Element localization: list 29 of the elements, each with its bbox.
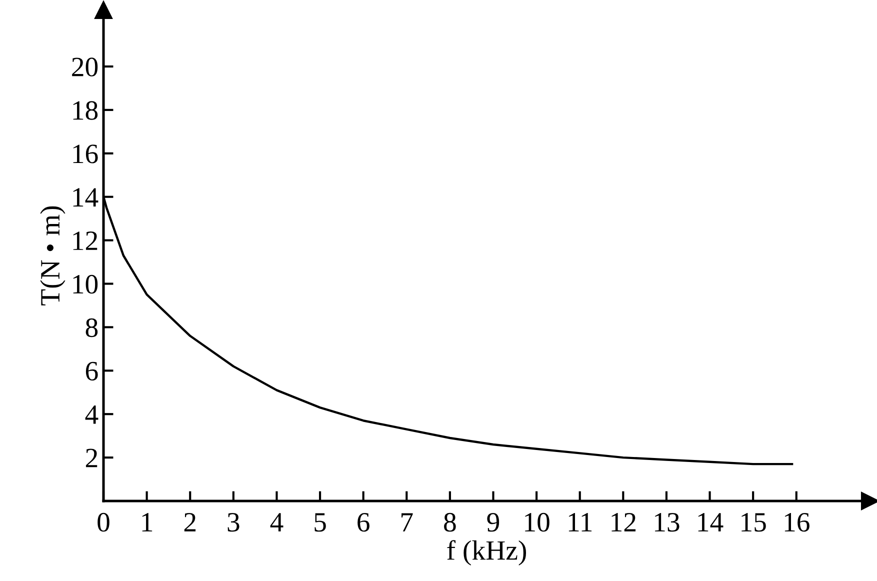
x-tick-label: 12 [612, 512, 636, 532]
x-tick-label: 4 [270, 513, 284, 532]
x-tick-label: 3 [228, 512, 240, 532]
x-tick-label: 11 [568, 513, 592, 532]
x-tick-label: 5 [314, 513, 326, 532]
x-axis-title: f (kHz) [447, 540, 526, 566]
x-tick-label: 8 [444, 512, 456, 532]
x-tick-label: 6 [358, 512, 370, 532]
x-tick-label: 10 [525, 512, 550, 532]
y-tick-label: 12 [73, 232, 98, 250]
x-tick-label: 16 [784, 512, 810, 532]
y-tick-label: 4 [85, 405, 98, 424]
x-tick-label: 9 [487, 512, 500, 532]
y-tick-label: 20 [72, 58, 98, 76]
x-tick-label: 2 [184, 512, 196, 532]
x-tick-label: 7 [402, 513, 413, 532]
x-tick-label: 1 [142, 513, 152, 532]
y-tick-label: 10 [73, 274, 98, 294]
x-tick-label: 15 [742, 513, 766, 532]
x-tick-label: 0 [98, 512, 110, 532]
x-tick-label: 14 [698, 513, 724, 532]
y-tick-label: 14 [73, 188, 98, 206]
x-tick-label: 13 [655, 512, 680, 532]
y-tick-label: 2 [86, 448, 98, 468]
y-tick-label: 8 [86, 318, 98, 338]
y-tick-label: 16 [73, 144, 98, 164]
y-tick-label: 6 [86, 362, 98, 381]
y-tick-label: 18 [73, 101, 98, 120]
y-axis-title: T(N • m) [40, 206, 66, 306]
